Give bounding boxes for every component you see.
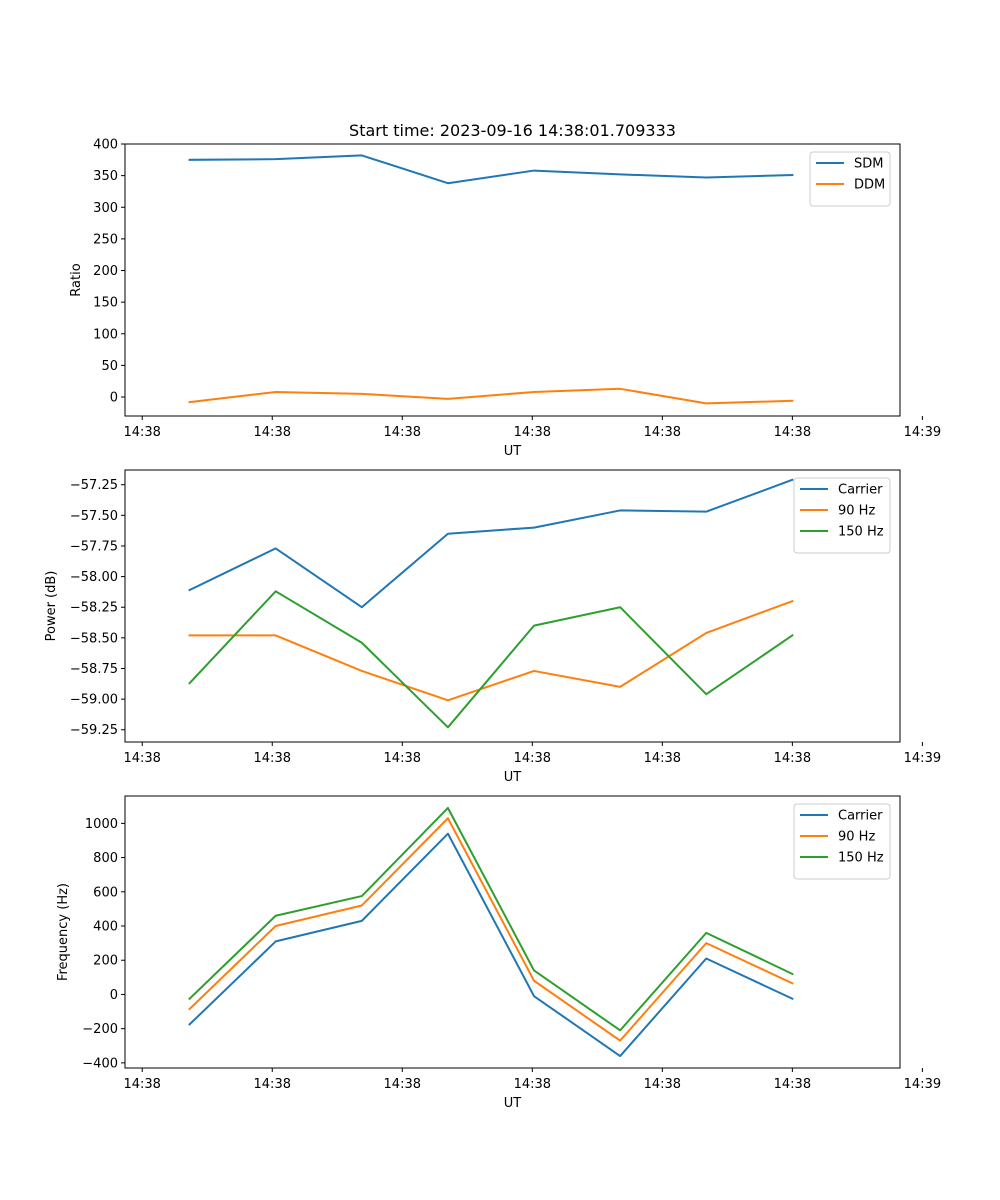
y-tick-label: −58.75: [70, 662, 118, 677]
y-tick-label: −57.75: [70, 539, 118, 554]
y-tick-label: 200: [93, 264, 118, 279]
series-line-150-hz: [188, 806, 794, 1032]
x-tick-label: 14:38: [123, 425, 160, 440]
series-line-150-hz: [188, 590, 794, 729]
legend-box: [793, 477, 891, 554]
legend-label: 90 Hz: [838, 830, 875, 845]
series-line-carrier: [188, 832, 794, 1058]
x-tick-label: 14:38: [774, 1077, 811, 1092]
chart-panel-3: −400 −200 0 200 400 600 800 1000 14:38 14:38 14:38…: [56, 795, 941, 1111]
x-tick-label: 14:38: [644, 1077, 681, 1092]
y-tick-label: 0: [110, 391, 118, 406]
y-tick-label: 400: [93, 138, 118, 153]
y-tick-label: 400: [93, 920, 118, 935]
x-tick-label: 14:38: [254, 425, 291, 440]
y-axis-label: Ratio: [69, 263, 84, 296]
legend-box: [809, 151, 891, 207]
legend-label: 90 Hz: [838, 504, 875, 519]
legend-box: [793, 803, 891, 880]
axes-frame: [124, 469, 901, 743]
x-tick-label: 14:38: [123, 1077, 160, 1092]
y-tick-label: −59.25: [70, 723, 118, 738]
y-tick-label: −57.50: [70, 509, 118, 524]
y-tick-label: 50: [101, 359, 118, 374]
y-tick-label: −400: [82, 1056, 118, 1071]
y-tick-label: 1000: [85, 817, 118, 832]
y-tick-label: −58.00: [70, 570, 118, 585]
axes-frame: [124, 795, 901, 1069]
x-axis-label: UT: [504, 444, 522, 459]
series-line-90-hz: [188, 599, 794, 702]
legend-label: DDM: [854, 178, 885, 193]
axes-frame: [124, 143, 901, 417]
x-tick-label: 14:39: [904, 425, 941, 440]
y-tick-label: 0: [110, 988, 118, 1003]
series-line-ddm: [188, 387, 794, 405]
y-tick-label: 600: [93, 885, 118, 900]
series-line-carrier: [188, 478, 794, 609]
x-tick-label: 14:38: [774, 751, 811, 766]
y-axis-label: Frequency (Hz): [56, 883, 71, 981]
x-tick-label: 14:38: [384, 751, 421, 766]
legend-label: 150 Hz: [838, 851, 884, 866]
x-axis-label: UT: [504, 1096, 522, 1111]
x-tick-label: 14:38: [254, 751, 291, 766]
x-tick-label: 14:38: [644, 425, 681, 440]
legend: Carrier 90 Hz 150 Hz: [793, 477, 891, 554]
figure-title: Start time: 2023-09-16 14:38:01.709333: [349, 121, 676, 140]
x-tick-label: 14:38: [384, 1077, 421, 1092]
chart-panel-2: −59.25 −59.00 −58.75 −58.50 −58.25 −58.00 −57.…: [44, 469, 941, 785]
legend: Carrier 90 Hz 150 Hz: [793, 803, 891, 880]
x-tick-label: 14:38: [514, 425, 551, 440]
charts-container: 0 50 100 150 200 250 300 350 400 14:38 14:38 14:38 1…: [44, 138, 941, 1112]
legend-label: SDM: [854, 157, 883, 172]
y-tick-label: 150: [93, 296, 118, 311]
y-axis-label: Power (dB): [44, 571, 59, 642]
y-tick-label: −59.00: [70, 693, 118, 708]
legend-label: Carrier: [838, 809, 883, 824]
y-tick-label: −58.25: [70, 601, 118, 616]
x-tick-label: 14:38: [514, 751, 551, 766]
series-line-sdm: [188, 154, 794, 185]
legend: SDM DDM: [809, 151, 891, 207]
y-tick-label: 250: [93, 232, 118, 247]
x-tick-label: 14:38: [514, 1077, 551, 1092]
x-axis-label: UT: [504, 770, 522, 785]
y-tick-label: 800: [93, 851, 118, 866]
y-tick-label: −58.50: [70, 631, 118, 646]
x-tick-label: 14:38: [384, 425, 421, 440]
y-tick-label: −200: [82, 1022, 118, 1037]
x-tick-label: 14:39: [904, 751, 941, 766]
series-line-90-hz: [188, 817, 794, 1042]
y-tick-label: −57.25: [70, 478, 118, 493]
y-tick-label: 350: [93, 169, 118, 184]
y-tick-label: 300: [93, 201, 118, 216]
x-tick-label: 14:38: [123, 751, 160, 766]
x-tick-label: 14:38: [774, 425, 811, 440]
y-tick-label: 100: [93, 327, 118, 342]
x-tick-label: 14:38: [254, 1077, 291, 1092]
x-tick-label: 14:38: [644, 751, 681, 766]
legend-label: Carrier: [838, 483, 883, 498]
y-tick-label: 200: [93, 954, 118, 969]
chart-panel-1: 0 50 100 150 200 250 300 350 400 14:38 14:38 14:38 1…: [69, 138, 941, 460]
legend-label: 150 Hz: [838, 525, 884, 540]
x-tick-label: 14:39: [904, 1077, 941, 1092]
